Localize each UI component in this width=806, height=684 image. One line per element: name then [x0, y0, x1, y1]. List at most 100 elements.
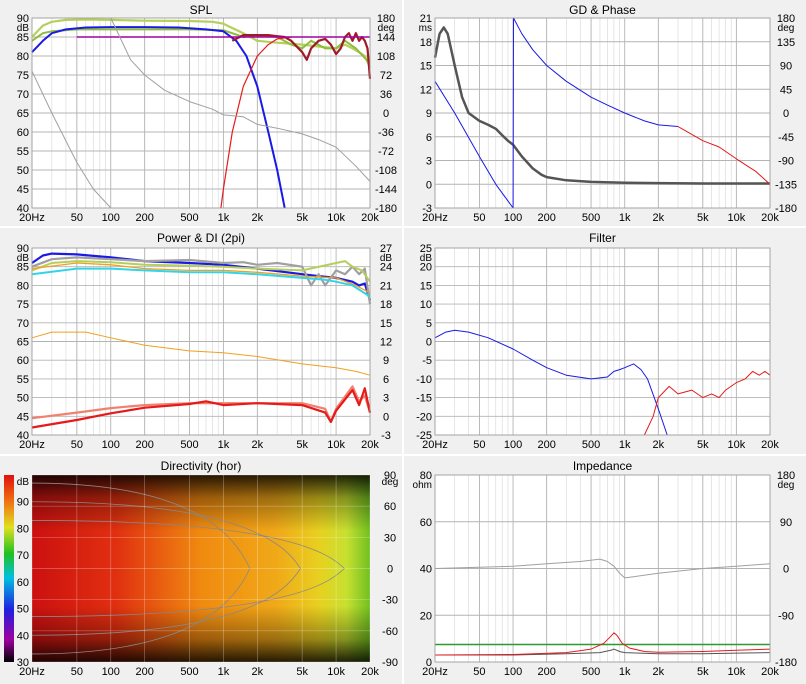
spl-ytick-label: 60: [17, 127, 29, 139]
impedance-ytick-label: 60: [420, 517, 432, 529]
power_di-ytick-right: 18: [380, 299, 392, 311]
gd_phase-xtick-label: 100: [504, 212, 522, 224]
power_di-ytick-label: 50: [17, 393, 29, 405]
spl-series-4: [220, 36, 292, 209]
power_di-xtick-label: 1k: [218, 439, 230, 451]
spl-series-7: [110, 17, 371, 182]
filter-xtick-label: 5k: [697, 439, 709, 451]
impedance-ytick-right: 180: [777, 470, 795, 482]
spl-xtick-label: 100: [102, 212, 120, 224]
gd_phase-ytick-right: -180: [775, 203, 797, 215]
spl-series-0: [31, 18, 372, 68]
directivity-xtick-label: 100: [102, 666, 120, 678]
power_di-ylabel-right: dB: [380, 253, 393, 264]
power_di-ytick-right: 9: [383, 355, 389, 367]
spl-xtick-label: 5k: [296, 212, 308, 224]
spl-ytick-right: 0: [383, 108, 389, 120]
power_di-xtick-label: 20k: [361, 439, 379, 451]
directivity-ylabel-left: dB: [17, 477, 30, 488]
power_di-ytick-label: 85: [17, 262, 29, 274]
directivity-angle-tick: 30: [384, 532, 396, 544]
power_di-series-6: [31, 385, 372, 423]
gd_phase-series-2: [512, 17, 679, 209]
spl-ytick-right: 180: [377, 13, 395, 25]
directivity-shade: [32, 475, 370, 662]
gd_phase-series-0: [433, 26, 770, 185]
directivity-chart: Directivity (hor) 30 40 50 60 70 80 90 dB -90 -60 -…: [0, 456, 402, 684]
power_di-xtick-label: 100: [102, 439, 120, 451]
gd_phase-xtick-label: 5k: [697, 212, 709, 224]
spl-xtick-label: 2k: [252, 212, 264, 224]
directivity-ylabel-right: deg: [382, 477, 399, 488]
gd_phase-ytick-right: -90: [778, 156, 794, 168]
power_di-series-2: [31, 260, 371, 283]
filter-xtick-label: 20Hz: [422, 439, 448, 451]
power_di-ytick-right: 24: [380, 262, 392, 274]
filter-xtick-label: 50: [473, 439, 485, 451]
power_di-ytick-right: 0: [383, 411, 389, 423]
filter-xtick-label: 500: [582, 439, 600, 451]
spl-ytick-label: 85: [17, 32, 29, 44]
spl-ytick-label: 45: [17, 184, 29, 196]
power_di-ytick-right: 3: [383, 393, 389, 405]
directivity-angle-tick: 60: [384, 501, 396, 513]
power_di-ytick-label: 40: [17, 430, 29, 442]
gd_phase-xtick-label: 20k: [761, 212, 779, 224]
directivity-contour: [31, 520, 346, 617]
impedance-series-3: [434, 632, 771, 656]
power_di-ytick-right: 12: [380, 337, 392, 349]
directivity-angle-tick: 0: [387, 564, 393, 576]
power_di-xtick-label: 10k: [327, 439, 345, 451]
filter-ytick-label: -15: [416, 393, 432, 405]
directivity-xtick-label: 5k: [296, 666, 308, 678]
spl-xtick-label: 20Hz: [19, 212, 45, 224]
spl-ytick-right: 108: [377, 51, 395, 63]
filter-xtick-label: 2k: [653, 439, 665, 451]
impedance-xtick-label: 5k: [697, 666, 709, 678]
power_di-ytick-label: 70: [17, 318, 29, 330]
directivity-contour: [31, 501, 301, 636]
filter-xtick-label: 1k: [619, 439, 631, 451]
gd_phase-xtick-label: 200: [537, 212, 555, 224]
power_di-xtick-label: 50: [71, 439, 83, 451]
spl-ytick-label: 70: [17, 89, 29, 101]
directivity-angle-tick: -60: [382, 626, 398, 638]
power_di-ytick-right: 27: [380, 243, 392, 255]
impedance-ytick-right: -180: [775, 657, 797, 669]
power_di-series-4: [31, 267, 371, 298]
spl-ytick-right: 72: [380, 70, 392, 82]
impedance-ytick-right: -90: [778, 610, 794, 622]
spl-xtick-label: 500: [180, 212, 198, 224]
gd_phase-ytick-label: 21: [420, 13, 432, 25]
impedance-series-2: [435, 648, 771, 656]
gd_phase-ytick-label: 12: [420, 84, 432, 96]
power_di-xtick-label: 500: [180, 439, 198, 451]
spl-ytick-label: 75: [17, 70, 29, 82]
impedance-ytick-right: 0: [783, 564, 789, 576]
directivity-contour: [31, 482, 251, 655]
power_di-ytick-right: -3: [381, 430, 391, 442]
power_di-title: Power & DI (2pi): [157, 231, 245, 245]
filter-ytick-label: 25: [420, 243, 432, 255]
colorbar-tick-label: 40: [17, 630, 29, 642]
impedance-ytick-label: 40: [420, 564, 432, 576]
power_di-xtick-label: 20Hz: [19, 439, 45, 451]
gd_phase-ytick-right: -45: [778, 132, 794, 144]
spl-ytick-label: 50: [17, 165, 29, 177]
filter-ytick-label: -25: [416, 430, 432, 442]
impedance-xtick-label: 2k: [653, 666, 665, 678]
filter-xtick-label: 20k: [761, 439, 779, 451]
spl-ytick-right: -36: [378, 127, 394, 139]
directivity-xtick-label: 20Hz: [19, 666, 45, 678]
gd_phase-ytick-label: -3: [422, 203, 432, 215]
spl-series-6: [31, 70, 112, 209]
filter-ylabel-left: dB: [420, 253, 433, 264]
power_di-ytick-label: 90: [17, 243, 29, 255]
spl-ytick-right: 36: [380, 89, 392, 101]
power_di-ytick-label: 55: [17, 374, 29, 386]
power_di-series-7: [31, 387, 372, 429]
directivity-xtick-label: 1k: [218, 666, 230, 678]
power_di-series-3: [31, 262, 371, 294]
gd_phase-series-3: [677, 126, 771, 185]
